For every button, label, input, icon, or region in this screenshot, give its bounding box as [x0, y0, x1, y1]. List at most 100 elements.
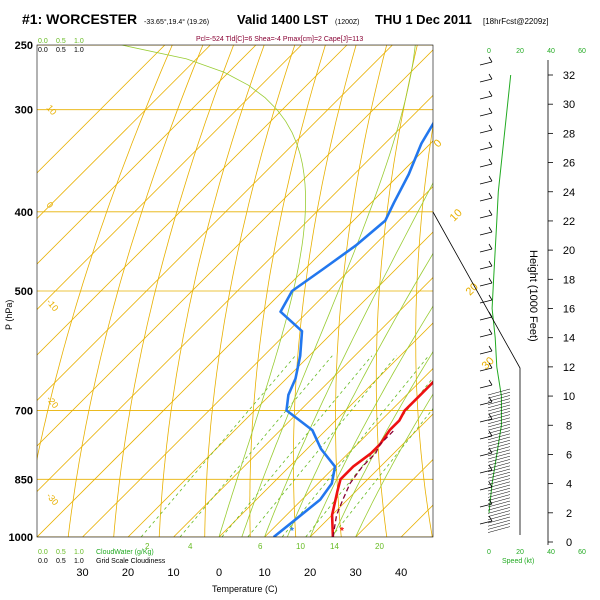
isotherm-line	[37, 45, 393, 402]
wind-hatch	[487, 452, 511, 460]
wind-barb-flag	[488, 481, 493, 488]
height-tick-label: 14	[563, 333, 575, 345]
mixing-ratio-line	[221, 355, 373, 537]
wind-hatch	[487, 395, 511, 402]
height-tick-label: 10	[563, 391, 575, 403]
wind-barb	[479, 197, 493, 202]
dewpoint-line	[272, 121, 433, 537]
temperature-tick-label: 20	[122, 567, 134, 579]
temperature-tick-label: 10	[167, 567, 179, 579]
isotherm-line	[218, 322, 433, 537]
wind-hatch	[487, 455, 511, 463]
height-tick-label: 26	[563, 158, 575, 170]
moist-adiabat	[332, 351, 433, 537]
speed-tick-top: 40	[547, 48, 555, 55]
dry-adiabat	[158, 45, 265, 537]
isotherm-line	[37, 49, 433, 447]
utc-time: (1200Z)	[335, 19, 360, 26]
wind-hatch	[487, 478, 511, 485]
wind-barb	[479, 248, 493, 253]
wind-barb-flag	[488, 209, 493, 216]
height-tick-label: 2	[566, 508, 572, 520]
wind-barb	[479, 95, 493, 100]
height-tick-label: 0	[566, 537, 572, 549]
isotherm-line	[82, 185, 433, 537]
wind-hatch	[487, 401, 511, 409]
wind-hatch	[487, 404, 511, 412]
mixing-ratio-label: 4	[188, 542, 193, 551]
wind-hatch	[487, 414, 511, 421]
isotherm-line	[127, 231, 433, 537]
wind-hatch	[487, 484, 511, 492]
adiabat-label: 10	[44, 103, 58, 117]
cloud-scale-tick-top: 0.0	[38, 47, 48, 54]
cloud-water-tick-bottom: 1.0	[74, 549, 84, 556]
wind-barb	[479, 316, 493, 321]
isotherm-label: 10	[448, 207, 465, 224]
x-axis-label: Temperature (C)	[212, 584, 278, 594]
cloud-water-tick-bottom: 0.5	[56, 549, 66, 556]
cloud-scale-tick-top: 0.5	[56, 47, 66, 54]
wind-barb	[479, 452, 493, 457]
wind-hatch	[487, 526, 511, 533]
speed-tick-bottom: 20	[516, 549, 524, 556]
temperature-tick-label: 0	[216, 567, 222, 579]
height-tick-label: 6	[566, 449, 572, 461]
mixing-ratio-line	[305, 377, 433, 537]
wind-hatch	[487, 510, 511, 517]
cloud-water-tick-top: 1.0	[74, 38, 84, 45]
wind-hatch	[487, 417, 511, 425]
wind-hatch	[487, 487, 511, 495]
wind-hatch	[487, 465, 511, 473]
wind-hatch	[487, 516, 511, 524]
wind-barb-flag	[488, 464, 493, 471]
wind-barb-flag	[488, 515, 493, 522]
wind-hatch	[487, 459, 511, 466]
dry-adiabat	[415, 123, 433, 537]
wind-hatch	[487, 468, 511, 476]
temperature-tick-label: 10	[258, 567, 270, 579]
parcel-info: Pcl=-524 Tld[C]=6 Shea=-4 Pmax[cm]=2 Cap…	[196, 36, 363, 43]
pressure-tick-label: 250	[15, 40, 33, 52]
wind-barb	[479, 180, 493, 185]
moist-adiabat	[264, 182, 433, 537]
wind-barb	[479, 469, 493, 474]
height-tick-label: 16	[563, 304, 575, 316]
wind-hatch	[487, 391, 511, 399]
dry-adiabat	[596, 31, 600, 555]
speed-axis-label: Speed (kt)	[502, 558, 534, 565]
wind-barb-flag	[488, 243, 493, 250]
mixing-ratio-label: 2	[145, 542, 150, 551]
isotherm-label: 20	[464, 281, 481, 298]
wind-hatch	[487, 436, 511, 444]
wind-barb-flag	[488, 90, 493, 97]
wind-barb	[479, 401, 493, 406]
mixing-ratio-line	[281, 355, 430, 537]
isotherm-label: 0	[432, 137, 445, 150]
wind-barb-flag	[488, 73, 493, 80]
wind-barb-flag	[488, 175, 493, 182]
wind-barb	[479, 129, 493, 134]
y-axis-label: P (hPa)	[4, 300, 14, 330]
height-tick-label: 4	[566, 479, 572, 491]
wind-hatch	[487, 507, 511, 514]
wind-hatch	[487, 446, 511, 453]
moist-adiabat	[121, 45, 307, 537]
height-tick-label: 32	[563, 70, 575, 82]
isotherm-line	[173, 276, 433, 537]
cloud-scale-tick-top: 1.0	[74, 47, 84, 54]
wind-barb	[479, 265, 493, 270]
plot-frame	[36, 44, 434, 538]
profile-lines: **	[272, 121, 433, 537]
temperature-tick-label: 30	[349, 567, 361, 579]
mixing-ratio-line	[140, 355, 296, 537]
isotherm-line	[37, 94, 433, 493]
isotherm-line	[37, 45, 348, 356]
pressure-tick-label: 500	[15, 286, 33, 298]
terrain-outline	[432, 211, 521, 535]
temperature-tick-label: 30	[76, 567, 88, 579]
grid-lines	[37, 31, 600, 555]
valid-time: Valid 1400 LST	[237, 12, 328, 27]
right-panel: 0246810121416182022242628303200202040406…	[432, 48, 586, 556]
